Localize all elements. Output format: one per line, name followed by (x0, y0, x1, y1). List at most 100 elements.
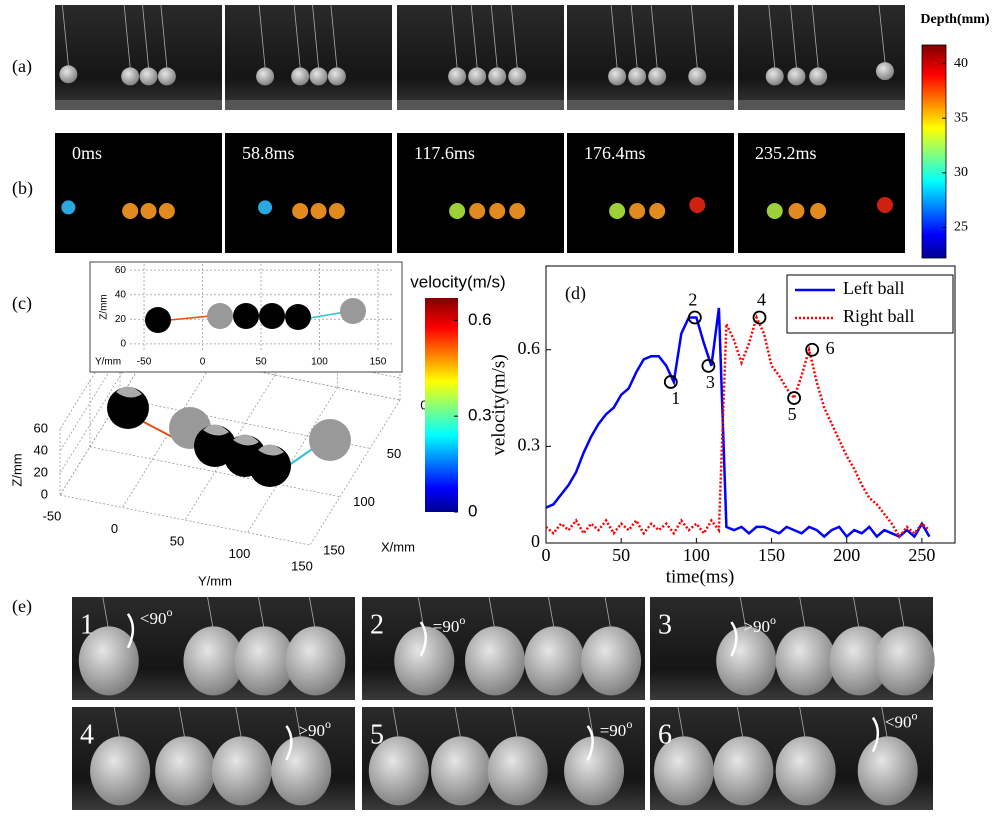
ball (628, 67, 646, 85)
series-line (546, 318, 929, 537)
ball (564, 736, 624, 805)
depth-ball (689, 197, 705, 213)
colorbar-tick-label: 25 (954, 220, 968, 235)
stand (397, 100, 564, 110)
x-tick-label: 100 (353, 494, 375, 509)
angle-unit: o (167, 605, 173, 619)
inset-y-tick-label: 0 (200, 357, 206, 368)
ball (809, 67, 827, 85)
inset-ball (233, 303, 259, 329)
x-axis-title: time(ms) (666, 566, 735, 587)
marker-label: 3 (706, 372, 715, 392)
stand (738, 100, 905, 110)
marker-label: 5 (788, 404, 797, 424)
z-tick-label: 20 (34, 464, 48, 479)
ball (448, 67, 466, 85)
ball (394, 626, 454, 695)
snapshot-number: 3 (658, 609, 672, 640)
y-tick-label: 50 (170, 533, 184, 548)
depth-ball (311, 203, 327, 219)
frame-time: 176.4ms (584, 143, 646, 163)
y-tick-label: 100 (229, 546, 251, 561)
panel-label: (a) (12, 56, 32, 77)
colorbar-tick-label: 40 (954, 56, 968, 71)
photo (738, 5, 905, 110)
ball (271, 736, 331, 805)
depth-ball (810, 203, 826, 219)
z-axis-title: Z/mm (9, 453, 24, 486)
frame-time: 0ms (72, 143, 102, 163)
inset-z-axis-title: Z/mm (99, 294, 110, 320)
depth-ball (159, 203, 175, 219)
ball (488, 736, 548, 805)
ball (876, 62, 894, 80)
y-tick-label: 0 (531, 531, 540, 551)
marker-label: 1 (671, 388, 680, 408)
angle-unit: o (911, 708, 917, 722)
depth-ball (469, 203, 485, 219)
ball (59, 65, 77, 83)
angle-unit: o (770, 613, 776, 627)
depth-ball (258, 200, 272, 214)
angle-value: <90 (140, 609, 167, 628)
ball (858, 736, 918, 805)
ball (155, 736, 215, 805)
ball (431, 736, 491, 805)
ball (766, 67, 784, 85)
angle-unit: o (626, 717, 632, 731)
y-tick-label: -50 (43, 508, 62, 523)
colorbar-tick-label: 30 (954, 165, 968, 180)
ball (291, 67, 309, 85)
series-line (546, 308, 929, 537)
inset-y-axis-title: Y/mm (95, 357, 121, 368)
snapshot-number: 6 (658, 719, 672, 750)
inset-ball (259, 303, 285, 329)
colorbar-tick-label: 0 (468, 501, 477, 520)
colorbar-tick-label: 0.6 (468, 310, 492, 329)
y-tick-label: 0 (111, 521, 118, 536)
x-tick-label: 200 (833, 545, 860, 565)
inset-z-tick-label: 60 (115, 265, 127, 276)
colorbar (425, 298, 458, 512)
y-tick-label: 0.6 (518, 338, 541, 358)
ball (328, 67, 346, 85)
ball (581, 626, 641, 695)
angle-unit: o (459, 613, 465, 627)
x-axis-title: X/mm (381, 539, 415, 554)
z-tick-label: 40 (34, 442, 48, 457)
marker (788, 392, 800, 404)
inset-ball (285, 304, 311, 330)
inset-ball (207, 303, 233, 329)
stand (567, 100, 734, 110)
depth-ball (877, 197, 893, 213)
x-tick-label: 50 (612, 545, 630, 565)
ball (468, 67, 486, 85)
legend-label: Left ball (843, 278, 904, 298)
stand (225, 100, 392, 110)
colorbar (922, 45, 946, 258)
angle-unit: o (325, 717, 331, 731)
snapshot-number: 4 (80, 719, 94, 750)
angle-value: =90 (600, 721, 627, 740)
ball (787, 67, 805, 85)
ball (465, 626, 525, 695)
photo (567, 5, 734, 110)
ball (256, 67, 274, 85)
snapshot-number: 2 (370, 609, 384, 640)
depth-ball (122, 203, 138, 219)
depth-ball (788, 203, 804, 219)
z-tick-label: 60 (34, 420, 48, 435)
ball (524, 626, 584, 695)
depth-ball (141, 203, 157, 219)
inset-y-tick-label: -50 (137, 357, 152, 368)
colorbar-tick-label: 35 (954, 110, 968, 125)
ball (90, 736, 150, 805)
ball (776, 626, 836, 695)
frame-time: 58.8ms (242, 143, 295, 163)
panel-label: (e) (12, 596, 32, 617)
photo (397, 5, 564, 110)
y-tick-label: 0.3 (518, 434, 541, 454)
inset-z-tick-label: 40 (115, 289, 127, 300)
ball (285, 626, 345, 695)
inset-ball (145, 307, 171, 333)
